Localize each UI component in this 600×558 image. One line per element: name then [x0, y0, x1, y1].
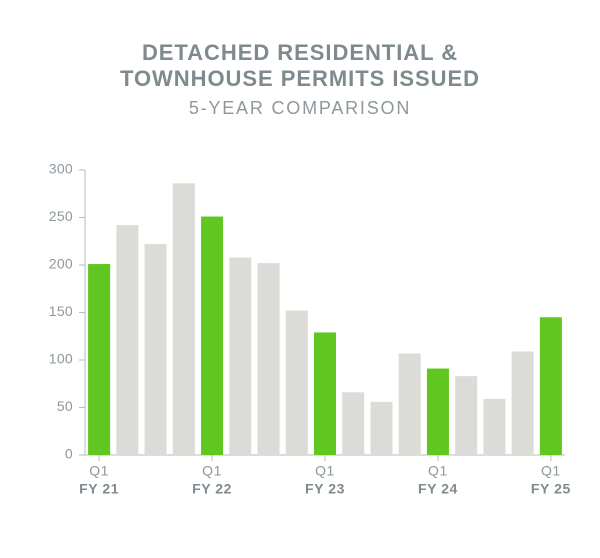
bar	[342, 392, 364, 455]
chart-title-line2: TOWNHOUSE PERMITS ISSUED	[0, 66, 600, 92]
bar	[483, 399, 505, 455]
y-tick-label: 50	[57, 398, 73, 414]
bar	[258, 263, 280, 455]
bar-chart: 0 50 100 150 200 250 300 Q1 FY 21 Q1 FY 22 Q1 FY 23 Q…	[0, 155, 600, 535]
y-tick-label: 300	[49, 161, 73, 177]
bar	[370, 402, 392, 455]
x-tick-label-q: Q1	[89, 462, 109, 478]
y-tick-label: 100	[49, 351, 73, 367]
y-tick-label: 150	[49, 303, 73, 319]
chart-title-line1: DETACHED RESIDENTIAL &	[0, 40, 600, 66]
bar	[145, 244, 167, 455]
bar	[455, 376, 477, 455]
title-block: DETACHED RESIDENTIAL & TOWNHOUSE PERMITS…	[0, 0, 600, 119]
y-tick-label: 200	[49, 256, 73, 272]
bar	[229, 257, 251, 455]
bar	[173, 183, 195, 455]
bar-q1	[201, 217, 223, 455]
x-tick-label-fy: FY 24	[418, 480, 458, 496]
bar-q1	[314, 332, 336, 455]
y-tick-label: 250	[49, 208, 73, 224]
bar-q1	[540, 317, 562, 455]
x-tick-label-fy: FY 25	[531, 480, 571, 496]
chart-subtitle: 5-YEAR COMPARISON	[0, 98, 600, 119]
bar-q1	[427, 369, 449, 455]
x-tick-label-q: Q1	[541, 462, 561, 478]
x-tick-label-q: Q1	[315, 462, 335, 478]
chart-container: DETACHED RESIDENTIAL & TOWNHOUSE PERMITS…	[0, 0, 600, 558]
x-tick-label-fy: FY 21	[79, 480, 119, 496]
bar-q1	[88, 264, 110, 455]
bar	[399, 353, 421, 455]
bar	[512, 351, 534, 455]
y-tick-label: 0	[65, 446, 73, 462]
bar	[286, 311, 308, 455]
x-tick-label-q: Q1	[202, 462, 222, 478]
x-tick-label-fy: FY 23	[305, 480, 345, 496]
bar	[116, 225, 138, 455]
x-tick-label-q: Q1	[428, 462, 448, 478]
x-tick-label-fy: FY 22	[192, 480, 232, 496]
